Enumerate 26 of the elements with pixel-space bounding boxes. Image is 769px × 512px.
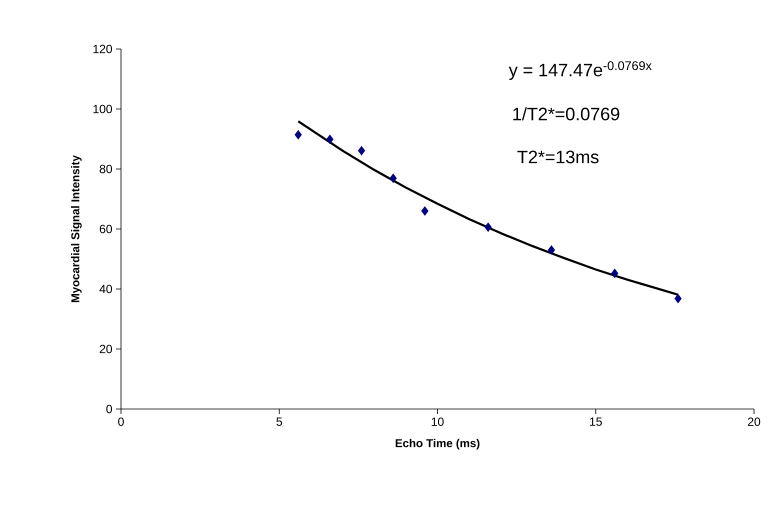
y-tick-label: 100 [93, 104, 112, 114]
y-tick-label: 40 [99, 284, 112, 294]
x-tick-label: 20 [748, 418, 760, 426]
point [484, 222, 492, 232]
point [390, 174, 397, 184]
annotation: T2*=13ms [517, 150, 599, 164]
point [611, 268, 618, 278]
annotation: y = 147.47e$^{-0.0769x}$ [508, 61, 652, 80]
y-tick-label: 60 [100, 224, 112, 234]
y-tick-label: 80 [100, 164, 112, 174]
point [358, 146, 366, 156]
y-tick-label: 120 [93, 44, 112, 54]
point [294, 130, 302, 140]
annotation: 1/T2*=0.0769 [513, 107, 620, 120]
y-tick-label: 20 [100, 344, 112, 354]
point [421, 206, 428, 216]
x-axis-title: Echo Time (ms) [396, 438, 480, 450]
x-tick-label: 5 [276, 418, 282, 426]
y-tick-label: 0 [106, 404, 112, 414]
x-tick-label: 15 [590, 418, 602, 426]
point [548, 245, 556, 255]
x-tick-label: 0 [118, 418, 124, 426]
x-tick-label: 10 [432, 418, 444, 426]
y-axis-title: Myocardial Signal Intensity [70, 155, 82, 302]
point [326, 134, 334, 144]
point [674, 294, 682, 304]
